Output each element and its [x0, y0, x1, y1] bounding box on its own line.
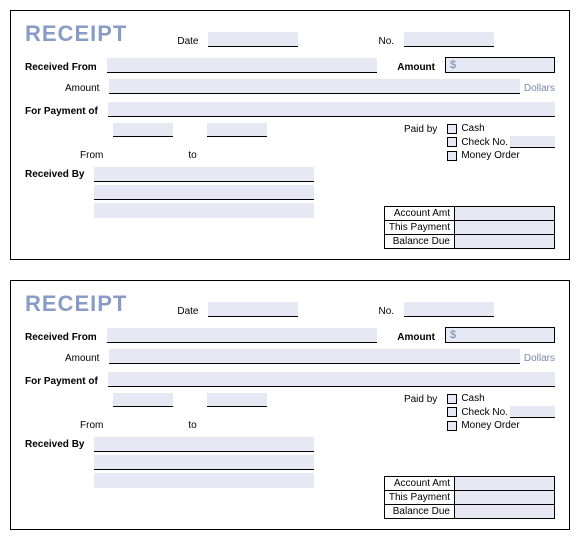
received-from-field[interactable] [107, 58, 378, 73]
date-field[interactable] [208, 32, 298, 47]
cash-label: Cash [461, 123, 484, 134]
date-label: Date [177, 306, 198, 317]
date-label: Date [177, 36, 198, 47]
received-by-field-1[interactable] [94, 167, 314, 182]
cash-checkbox[interactable] [447, 124, 457, 134]
amount-box[interactable]: $ [445, 327, 555, 343]
amount-word-label: Amount [65, 353, 99, 364]
date-field[interactable] [208, 302, 298, 317]
received-by-label: Received By [25, 169, 84, 180]
to-field[interactable] [207, 123, 267, 137]
payment-method-group: Cash Check No. Money Order [447, 123, 555, 161]
to-label: to [188, 150, 196, 161]
from-field[interactable] [113, 123, 173, 137]
received-by-lines [94, 167, 314, 218]
balance-due-field[interactable] [455, 505, 555, 519]
dollars-label: Dollars [524, 353, 555, 364]
payment-of-row: For Payment of [25, 102, 555, 117]
header-row: RECEIPT Date No. [25, 21, 555, 47]
received-by-field-2[interactable] [94, 185, 314, 200]
to-field[interactable] [207, 393, 267, 407]
account-amt-label: Account Amt [384, 477, 454, 491]
dollar-sign: $ [450, 59, 456, 71]
payment-method-group: Cash Check No. Money Order [447, 393, 555, 431]
amount-words-field[interactable] [109, 79, 519, 94]
dollar-sign: $ [450, 329, 456, 341]
balance-due-label: Balance Due [384, 235, 454, 249]
receipt-form: RECEIPT Date No. Received From Amount $ … [10, 10, 570, 260]
received-from-row: Received From Amount $ [25, 57, 555, 73]
this-payment-label: This Payment [384, 491, 454, 505]
received-by-field-3[interactable] [94, 473, 314, 488]
from-field[interactable] [113, 393, 173, 407]
check-no-field[interactable] [510, 406, 555, 418]
cash-label: Cash [461, 393, 484, 404]
receipt-form: RECEIPT Date No. Received From Amount $ … [10, 280, 570, 530]
money-order-checkbox[interactable] [447, 151, 457, 161]
paid-by-label: Paid by [404, 124, 437, 135]
this-payment-field[interactable] [455, 221, 555, 235]
account-amt-field[interactable] [455, 477, 555, 491]
account-table: Account Amt This Payment Balance Due [384, 476, 555, 519]
paid-by-label: Paid by [404, 394, 437, 405]
money-order-checkbox[interactable] [447, 421, 457, 431]
receipt-title: RECEIPT [25, 291, 127, 317]
amount-words-row: Amount Dollars [25, 79, 555, 94]
payment-of-label: For Payment of [25, 106, 98, 117]
this-payment-field[interactable] [455, 491, 555, 505]
header-row: RECEIPT Date No. [25, 291, 555, 317]
check-no-field[interactable] [510, 136, 555, 148]
from-label: From [80, 150, 103, 161]
received-by-lines [94, 437, 314, 488]
received-from-row: Received From Amount $ [25, 327, 555, 343]
cash-checkbox[interactable] [447, 394, 457, 404]
payment-of-field[interactable] [108, 102, 555, 117]
amount-words-field[interactable] [109, 349, 519, 364]
balance-due-field[interactable] [455, 235, 555, 249]
from-to-row: From to Paid by Cash Check No. Money Ord… [25, 123, 555, 161]
account-amt-field[interactable] [455, 207, 555, 221]
received-by-field-2[interactable] [94, 455, 314, 470]
no-field[interactable] [404, 32, 494, 47]
money-order-label: Money Order [461, 420, 519, 431]
from-to-row: From to Paid by Cash Check No. Money Ord… [25, 393, 555, 431]
received-by-field-1[interactable] [94, 437, 314, 452]
amount-label: Amount [397, 62, 435, 73]
dollars-label: Dollars [524, 83, 555, 94]
receipt-title: RECEIPT [25, 21, 127, 47]
check-checkbox[interactable] [447, 407, 457, 417]
received-by-label: Received By [25, 439, 84, 450]
payment-of-row: For Payment of [25, 372, 555, 387]
balance-due-label: Balance Due [384, 505, 454, 519]
check-checkbox[interactable] [447, 137, 457, 147]
amount-label: Amount [397, 332, 435, 343]
account-table: Account Amt This Payment Balance Due [384, 206, 555, 249]
received-from-label: Received From [25, 62, 97, 73]
received-by-field-3[interactable] [94, 203, 314, 218]
account-amt-label: Account Amt [384, 207, 454, 221]
no-label: No. [378, 36, 394, 47]
money-order-label: Money Order [461, 150, 519, 161]
to-label: to [188, 420, 196, 431]
check-label: Check No. [461, 137, 508, 148]
no-label: No. [378, 306, 394, 317]
payment-of-label: For Payment of [25, 376, 98, 387]
no-field[interactable] [404, 302, 494, 317]
payment-of-field[interactable] [108, 372, 555, 387]
from-label: From [80, 420, 103, 431]
received-from-field[interactable] [107, 328, 378, 343]
amount-words-row: Amount Dollars [25, 349, 555, 364]
this-payment-label: This Payment [384, 221, 454, 235]
amount-box[interactable]: $ [445, 57, 555, 73]
amount-word-label: Amount [65, 83, 99, 94]
check-label: Check No. [461, 407, 508, 418]
received-from-label: Received From [25, 332, 97, 343]
